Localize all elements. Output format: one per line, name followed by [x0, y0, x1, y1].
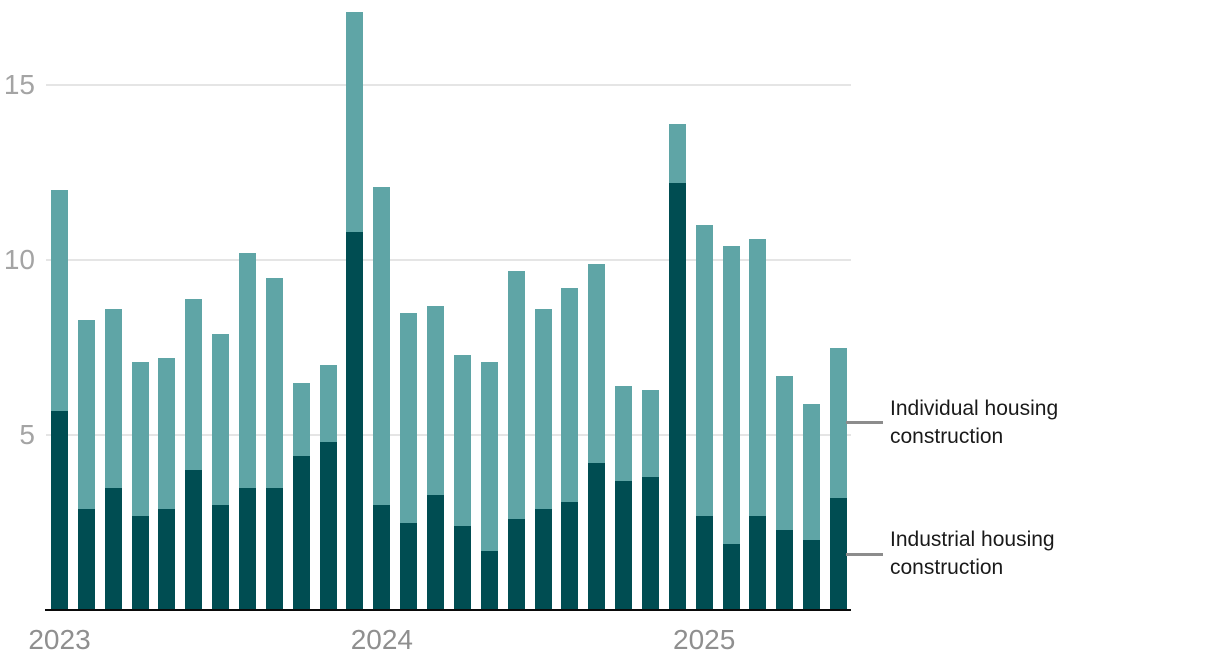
legend-label-individual-housing-construction: Individual housing construction: [890, 396, 1059, 448]
bar-2025-05-industrial: [803, 540, 821, 610]
bar-2024-07-individual: [534, 309, 552, 509]
bar-2023-11-industrial: [319, 442, 337, 610]
bar-2023-11-individual: [319, 365, 337, 442]
bar-2023-03-industrial: [104, 487, 122, 610]
y-tick-label-15: 15: [3, 69, 35, 100]
bar-2023-12-individual: [346, 11, 364, 232]
bar-2024-01-individual: [373, 186, 391, 505]
bar-2024-01-industrial: [373, 505, 391, 610]
bar-2024-05-industrial: [480, 550, 498, 610]
bar-2025-02-industrial: [722, 543, 740, 610]
bar-2023-07-industrial: [212, 505, 230, 610]
bar-2024-05-individual: [480, 361, 498, 551]
bar-2024-08-individual: [561, 288, 579, 502]
bar-2023-09-individual: [265, 277, 283, 488]
bar-2023-10-individual: [292, 382, 310, 456]
bar-2023-07-individual: [212, 333, 230, 505]
bar-2024-04-individual: [453, 354, 471, 526]
bar-2023-08-industrial: [239, 487, 257, 610]
bar-2024-09-individual: [588, 263, 606, 463]
bar-2025-02-individual: [722, 246, 740, 544]
bar-2025-03-individual: [749, 239, 767, 516]
bar-2023-02-individual: [77, 319, 95, 509]
bar-2024-03-industrial: [427, 494, 445, 610]
bar-2023-01-individual: [51, 190, 68, 411]
y-tick-label-10: 10: [3, 244, 35, 275]
bar-2023-04-individual: [131, 361, 149, 516]
x-axis-line: [45, 609, 851, 611]
bar-2024-07-industrial: [534, 508, 552, 610]
legend-tick-individual: [846, 421, 883, 425]
bar-2025-01-individual: [695, 225, 713, 516]
bar-2023-06-industrial: [185, 470, 203, 610]
bar-2023-01-industrial: [51, 410, 68, 610]
bar-2023-06-individual: [185, 298, 203, 470]
gridline-y-15: [46, 84, 851, 86]
bar-2025-04-individual: [776, 375, 794, 530]
bar-2024-11-individual: [641, 389, 659, 477]
bar-2023-04-industrial: [131, 515, 149, 610]
bar-2023-12-industrial: [346, 232, 364, 610]
y-tick-label-5: 5: [19, 419, 35, 450]
bar-2024-12-industrial: [668, 183, 686, 610]
bar-2024-09-industrial: [588, 463, 606, 610]
legend-label-industrial-housing-construction: Industrial housing construction: [890, 528, 1055, 579]
legend-tick-industrial: [846, 552, 883, 556]
bar-2023-02-industrial: [77, 508, 95, 610]
bar-2025-01-industrial: [695, 515, 713, 610]
bar-2023-05-industrial: [158, 508, 176, 610]
bar-2023-08-individual: [239, 253, 257, 488]
bar-2025-06-industrial: [829, 498, 847, 610]
bar-2024-02-individual: [400, 312, 418, 523]
x-tick-label-2024: 2024: [350, 624, 413, 655]
bar-2024-04-industrial: [453, 526, 471, 610]
bar-2024-08-industrial: [561, 501, 579, 610]
bar-2023-09-industrial: [265, 487, 283, 610]
bar-2024-03-individual: [427, 305, 445, 495]
bar-2023-03-individual: [104, 309, 122, 488]
x-tick-label-2023: 2023: [28, 624, 91, 655]
bar-2025-06-individual: [829, 347, 847, 498]
bar-2024-11-industrial: [641, 477, 659, 610]
bar-2024-06-industrial: [507, 519, 525, 610]
gridline-y-10: [46, 259, 851, 261]
bar-2024-10-industrial: [615, 480, 633, 610]
x-tick-label-2025: 2025: [673, 624, 736, 655]
bar-2023-05-individual: [158, 358, 176, 509]
bar-2024-02-industrial: [400, 522, 418, 610]
bar-2024-12-individual: [668, 123, 686, 183]
bar-2023-10-industrial: [292, 456, 310, 610]
bar-2025-03-industrial: [749, 515, 767, 610]
bar-2025-05-individual: [803, 403, 821, 540]
gridline-y-5: [46, 434, 851, 436]
bar-2024-10-individual: [615, 386, 633, 481]
bar-2024-06-individual: [507, 270, 525, 519]
bar-2025-04-industrial: [776, 529, 794, 610]
